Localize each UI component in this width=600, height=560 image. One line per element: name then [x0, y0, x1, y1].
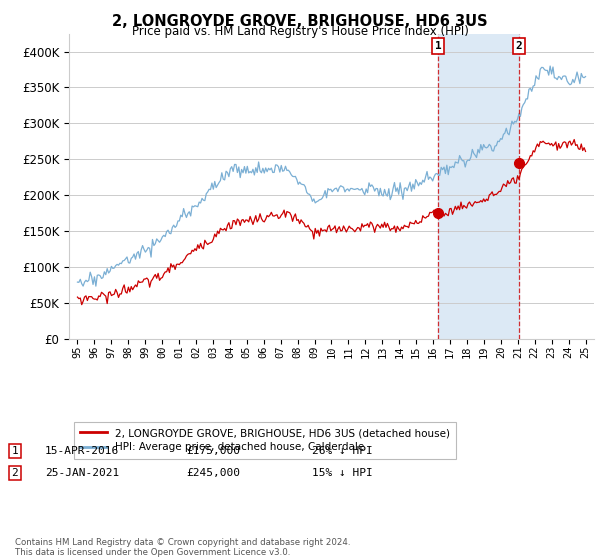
- Text: 2: 2: [11, 468, 19, 478]
- Text: £245,000: £245,000: [186, 468, 240, 478]
- Text: Contains HM Land Registry data © Crown copyright and database right 2024.
This d: Contains HM Land Registry data © Crown c…: [15, 538, 350, 557]
- Text: £175,000: £175,000: [186, 446, 240, 456]
- Text: 25-JAN-2021: 25-JAN-2021: [45, 468, 119, 478]
- Text: 15-APR-2016: 15-APR-2016: [45, 446, 119, 456]
- Text: 26% ↓ HPI: 26% ↓ HPI: [312, 446, 373, 456]
- Text: 15% ↓ HPI: 15% ↓ HPI: [312, 468, 373, 478]
- Text: 1: 1: [434, 41, 442, 51]
- Text: Price paid vs. HM Land Registry's House Price Index (HPI): Price paid vs. HM Land Registry's House …: [131, 25, 469, 38]
- Text: 1: 1: [11, 446, 19, 456]
- Legend: 2, LONGROYDE GROVE, BRIGHOUSE, HD6 3US (detached house), HPI: Average price, det: 2, LONGROYDE GROVE, BRIGHOUSE, HD6 3US (…: [74, 422, 456, 459]
- Bar: [438, 34, 519, 339]
- Text: 2: 2: [515, 41, 523, 51]
- Text: 2, LONGROYDE GROVE, BRIGHOUSE, HD6 3US: 2, LONGROYDE GROVE, BRIGHOUSE, HD6 3US: [112, 14, 488, 29]
